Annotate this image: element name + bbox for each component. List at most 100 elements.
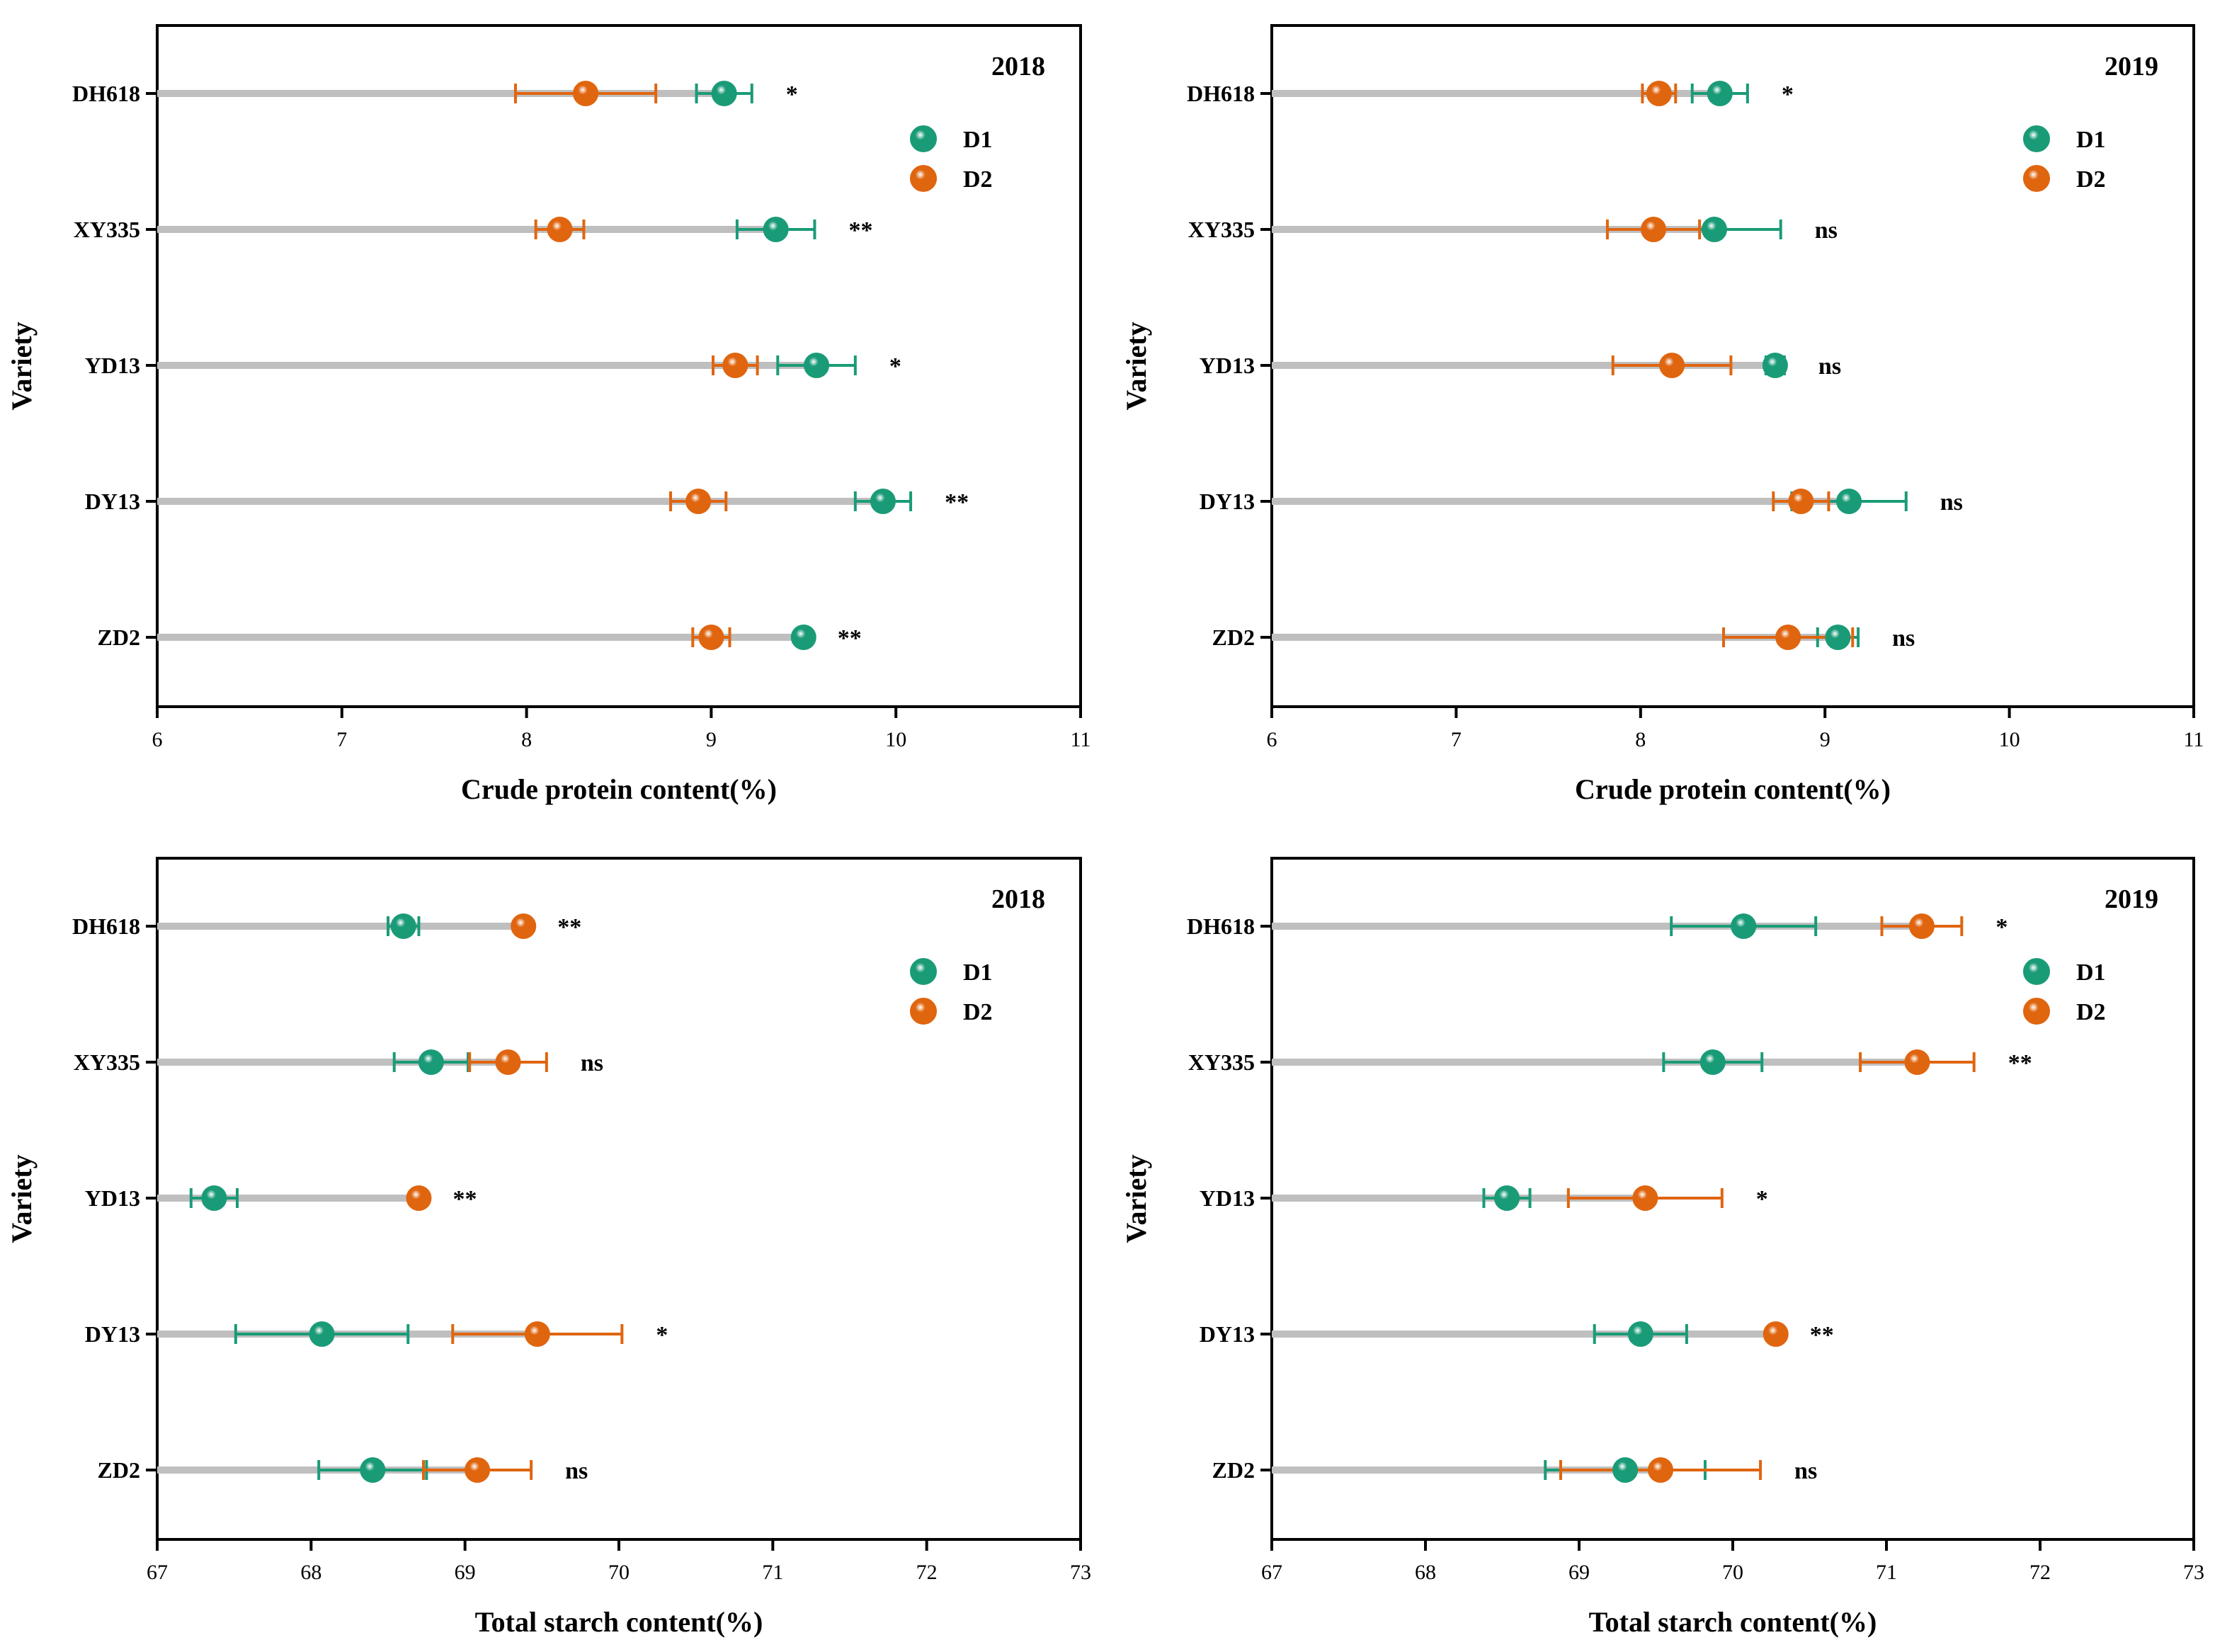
point-D1: [790, 625, 816, 650]
point-D2: [1763, 1321, 1789, 1347]
y-category-label: ZD2: [1212, 625, 1255, 650]
legend-label-D1: D1: [2076, 959, 2106, 986]
x-axis-title: Total starch content(%): [475, 1606, 763, 1638]
point-D2: [465, 1457, 491, 1483]
point-D2: [1904, 1049, 1930, 1075]
x-axis-title: Crude protein content(%): [1575, 773, 1891, 805]
legend-marker-D1: [910, 958, 937, 985]
legend-label-D1: D1: [2076, 127, 2106, 153]
point-D1: [309, 1321, 335, 1347]
point-D1: [1627, 1321, 1653, 1347]
y-axis-title: Variety: [1120, 1154, 1152, 1243]
point-D1: [1762, 353, 1788, 378]
point-D1: [1699, 1049, 1726, 1075]
point-D2: [511, 913, 537, 939]
y-category-label: ZD2: [98, 625, 140, 650]
y-category-label: DY13: [85, 489, 140, 514]
y-axis-title: Variety: [6, 321, 38, 410]
x-tick-label: 69: [1568, 1561, 1590, 1584]
legend-label-D1: D1: [963, 959, 993, 986]
point-D1: [870, 489, 896, 514]
significance-label: ns: [565, 1458, 588, 1484]
x-tick-label: 72: [916, 1561, 938, 1584]
legend-label-D2: D2: [963, 999, 993, 1025]
chart-bottom-right: 67 68 69 70 71 72 73 Total starch content(%) Var…: [1120, 857, 2204, 1638]
point-D2: [495, 1049, 521, 1075]
y-category-label: XY335: [74, 217, 140, 242]
significance-label: **: [848, 217, 872, 244]
point-D2: [1648, 1457, 1674, 1483]
point-D1: [1494, 1185, 1520, 1211]
year-label: 2018: [991, 884, 1045, 914]
point-D1: [1612, 1457, 1639, 1483]
x-tick-label: 70: [1722, 1561, 1743, 1584]
x-tick-label: 9: [1820, 728, 1830, 751]
significance-label: **: [838, 625, 862, 651]
significance-label: *: [1782, 81, 1794, 108]
significance-label: ns: [1818, 353, 1841, 380]
legend-marker-D1: [910, 125, 937, 152]
point-D2: [685, 489, 712, 514]
point-D1: [201, 1185, 227, 1211]
x-tick-label: 70: [608, 1561, 630, 1584]
y-axis-title: Variety: [6, 1154, 38, 1243]
significance-label: ns: [1892, 625, 1915, 651]
point-D1: [418, 1049, 444, 1075]
y-axis-title: Variety: [1120, 321, 1152, 410]
point-D1: [390, 913, 416, 939]
legend-label-D1: D1: [963, 127, 993, 153]
point-D1: [1825, 625, 1851, 650]
y-category-label: YD13: [85, 1185, 140, 1211]
point-D2: [1632, 1185, 1658, 1211]
significance-label: *: [1756, 1186, 1768, 1212]
x-tick-label: 8: [1635, 728, 1646, 751]
x-tick-label: 6: [1267, 728, 1277, 751]
year-label: 2019: [2105, 52, 2158, 81]
x-tick-label: 11: [1071, 728, 1091, 751]
x-tick-label: 11: [2184, 728, 2204, 751]
significance-label: *: [889, 353, 901, 380]
legend-marker-D1: [2023, 958, 2050, 985]
point-D1: [711, 81, 737, 106]
y-category-label: DH618: [1187, 913, 1255, 939]
y-category-label: YD13: [85, 353, 140, 378]
point-D1: [360, 1457, 386, 1483]
significance-label: **: [2008, 1050, 2032, 1076]
x-tick-label: 67: [147, 1561, 168, 1584]
y-category-label: YD13: [1200, 353, 1255, 378]
point-D2: [573, 81, 599, 106]
legend-marker-D2: [910, 165, 937, 192]
significance-label: **: [557, 914, 581, 940]
point-D2: [1908, 913, 1935, 939]
point-D2: [1646, 81, 1672, 106]
legend-marker-D2: [2023, 165, 2050, 192]
x-tick-label: 68: [1415, 1561, 1436, 1584]
y-category-label: DH618: [72, 81, 140, 106]
legend-label-D2: D2: [2076, 166, 2106, 193]
point-D1: [763, 217, 789, 242]
significance-label: *: [656, 1322, 668, 1348]
y-category-label: XY335: [1188, 1049, 1255, 1075]
point-D1: [1836, 489, 1862, 514]
x-tick-label: 7: [1451, 728, 1462, 751]
x-axis-title: Crude protein content(%): [461, 773, 777, 805]
chart-bottom-left: 67 68 69 70 71 72 73 Total starch content(%) Var…: [6, 857, 1091, 1638]
significance-label: **: [452, 1186, 477, 1212]
x-tick-label: 73: [1070, 1561, 1091, 1584]
x-tick-label: 68: [300, 1561, 321, 1584]
significance-label: ns: [1815, 217, 1838, 244]
x-tick-label: 10: [885, 728, 906, 751]
significance-label: **: [1810, 1322, 1834, 1348]
point-D2: [547, 217, 573, 242]
legend-marker-D2: [910, 998, 937, 1025]
x-tick-label: 69: [455, 1561, 476, 1584]
legend-label-D2: D2: [2076, 999, 2106, 1025]
x-tick-label: 73: [2183, 1561, 2204, 1584]
x-tick-label: 71: [762, 1561, 783, 1584]
y-category-label: DH618: [1187, 81, 1255, 106]
legend-marker-D1: [2023, 125, 2050, 152]
chart-top-right: 6 7 8 9 10 11 Crude protein content(%) Variety 2…: [1120, 24, 2204, 805]
point-D2: [698, 625, 724, 650]
y-category-label: ZD2: [1212, 1457, 1255, 1483]
